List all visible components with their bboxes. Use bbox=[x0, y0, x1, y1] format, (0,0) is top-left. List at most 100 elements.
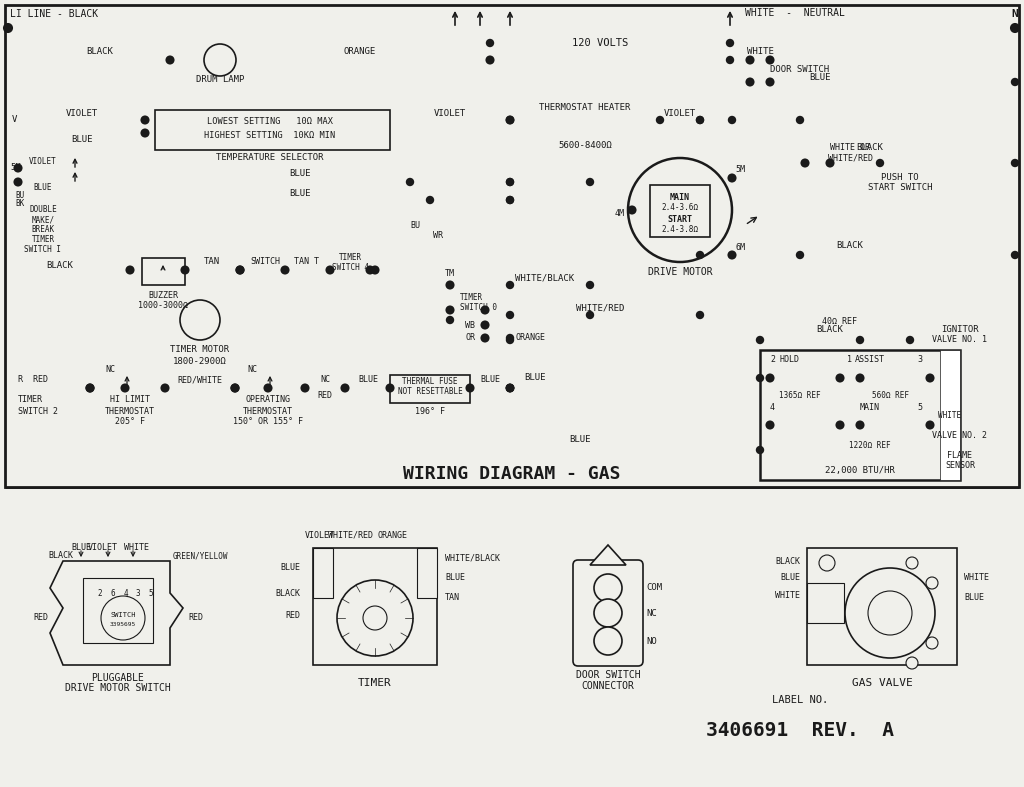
Circle shape bbox=[696, 116, 703, 124]
Text: N: N bbox=[1012, 9, 1019, 19]
Circle shape bbox=[507, 385, 513, 391]
Circle shape bbox=[446, 282, 454, 289]
Text: TIMER: TIMER bbox=[460, 294, 483, 302]
Circle shape bbox=[767, 79, 773, 86]
Text: WHITE: WHITE bbox=[775, 590, 800, 600]
Text: DRIVE MOTOR: DRIVE MOTOR bbox=[648, 267, 713, 277]
Circle shape bbox=[656, 116, 664, 124]
Circle shape bbox=[629, 206, 636, 213]
Circle shape bbox=[757, 375, 764, 382]
Text: ASSIST: ASSIST bbox=[855, 356, 885, 364]
Text: BLUE: BLUE bbox=[34, 183, 52, 193]
Text: 4M: 4M bbox=[615, 209, 625, 217]
Text: ORANGE: ORANGE bbox=[515, 334, 545, 342]
Circle shape bbox=[767, 375, 773, 382]
Text: THERMAL FUSE: THERMAL FUSE bbox=[402, 378, 458, 386]
Circle shape bbox=[481, 306, 488, 313]
Text: BLUE: BLUE bbox=[72, 135, 93, 145]
Text: WHITE: WHITE bbox=[964, 574, 989, 582]
Text: ORANGE: ORANGE bbox=[344, 47, 376, 57]
Text: 1000-3000Ω: 1000-3000Ω bbox=[138, 301, 188, 309]
Circle shape bbox=[427, 197, 433, 204]
Circle shape bbox=[507, 334, 513, 342]
Text: SWITCH: SWITCH bbox=[111, 612, 136, 618]
Text: DRIVE MOTOR SWITCH: DRIVE MOTOR SWITCH bbox=[66, 683, 171, 693]
Circle shape bbox=[728, 116, 735, 124]
Circle shape bbox=[726, 39, 733, 46]
Circle shape bbox=[162, 385, 169, 391]
Circle shape bbox=[341, 385, 348, 391]
Circle shape bbox=[856, 375, 863, 382]
Circle shape bbox=[837, 375, 844, 382]
Text: 5M: 5M bbox=[735, 165, 745, 175]
Circle shape bbox=[819, 555, 835, 571]
FancyBboxPatch shape bbox=[573, 560, 643, 666]
Bar bbox=[83, 578, 153, 643]
Circle shape bbox=[141, 130, 148, 136]
Text: WHITE OR: WHITE OR bbox=[830, 143, 870, 153]
Text: WHITE/RED: WHITE/RED bbox=[827, 153, 872, 162]
Text: DOOR SWITCH: DOOR SWITCH bbox=[575, 670, 640, 680]
Text: V: V bbox=[12, 116, 17, 124]
Circle shape bbox=[507, 337, 513, 343]
Bar bbox=[5, 5, 1019, 487]
Bar bbox=[390, 375, 470, 403]
Text: LABEL NO.: LABEL NO. bbox=[772, 695, 828, 705]
Text: 3406691  REV.  A: 3406691 REV. A bbox=[706, 721, 894, 740]
Circle shape bbox=[282, 267, 289, 274]
Text: BK: BK bbox=[15, 198, 25, 208]
Text: SWITCH 0: SWITCH 0 bbox=[460, 304, 497, 312]
Circle shape bbox=[4, 24, 12, 32]
Text: BLUE: BLUE bbox=[569, 435, 591, 445]
Text: DOOR SWITCH: DOOR SWITCH bbox=[770, 65, 829, 75]
Circle shape bbox=[507, 197, 513, 204]
Text: WIRING DIAGRAM - GAS: WIRING DIAGRAM - GAS bbox=[403, 465, 621, 483]
Circle shape bbox=[906, 557, 918, 569]
Circle shape bbox=[507, 282, 513, 289]
Text: WB: WB bbox=[465, 320, 475, 330]
Circle shape bbox=[231, 385, 239, 391]
Circle shape bbox=[628, 158, 732, 262]
Text: 1: 1 bbox=[848, 356, 853, 364]
Text: 5600-8400Ω: 5600-8400Ω bbox=[558, 141, 612, 150]
Circle shape bbox=[746, 57, 754, 64]
Text: BLUE: BLUE bbox=[289, 169, 310, 179]
Text: 5: 5 bbox=[148, 589, 154, 597]
Text: LOWEST SETTING   10Ω MAX: LOWEST SETTING 10Ω MAX bbox=[207, 116, 333, 125]
Text: WHITE: WHITE bbox=[938, 411, 962, 419]
Text: 6M: 6M bbox=[735, 243, 745, 253]
Circle shape bbox=[906, 657, 918, 669]
Circle shape bbox=[845, 568, 935, 658]
Text: VIOLET: VIOLET bbox=[29, 157, 57, 167]
Text: 2.4-3.8Ω: 2.4-3.8Ω bbox=[662, 226, 698, 235]
Circle shape bbox=[587, 312, 594, 319]
Circle shape bbox=[927, 422, 934, 428]
Circle shape bbox=[507, 312, 513, 319]
Circle shape bbox=[86, 385, 93, 391]
Text: TAN T: TAN T bbox=[295, 257, 319, 267]
Text: BLUE: BLUE bbox=[524, 374, 546, 382]
Text: WHITE: WHITE bbox=[746, 47, 773, 57]
Circle shape bbox=[587, 282, 594, 289]
Text: 2.4-3.6Ω: 2.4-3.6Ω bbox=[662, 204, 698, 212]
Text: TIMER MOTOR: TIMER MOTOR bbox=[170, 345, 229, 354]
Text: 6: 6 bbox=[111, 589, 116, 597]
Circle shape bbox=[757, 337, 764, 343]
Text: TAN: TAN bbox=[204, 257, 220, 267]
Circle shape bbox=[926, 577, 938, 589]
Text: TEMPERATURE SELECTOR: TEMPERATURE SELECTOR bbox=[216, 153, 324, 161]
Text: BLUE: BLUE bbox=[480, 375, 500, 385]
Bar bbox=[313, 548, 437, 665]
Circle shape bbox=[507, 385, 513, 391]
Text: TAN: TAN bbox=[445, 593, 460, 603]
Circle shape bbox=[362, 606, 387, 630]
Text: 2: 2 bbox=[97, 589, 102, 597]
Circle shape bbox=[486, 39, 494, 46]
Text: 196° F: 196° F bbox=[415, 408, 445, 416]
Circle shape bbox=[507, 197, 513, 204]
Text: SWITCH I: SWITCH I bbox=[25, 246, 61, 254]
Text: THERMOSTAT HEATER: THERMOSTAT HEATER bbox=[540, 102, 631, 112]
Text: MAKE/: MAKE/ bbox=[32, 216, 54, 224]
Text: BLACK: BLACK bbox=[816, 326, 844, 334]
Text: GAS VALVE: GAS VALVE bbox=[852, 678, 912, 688]
